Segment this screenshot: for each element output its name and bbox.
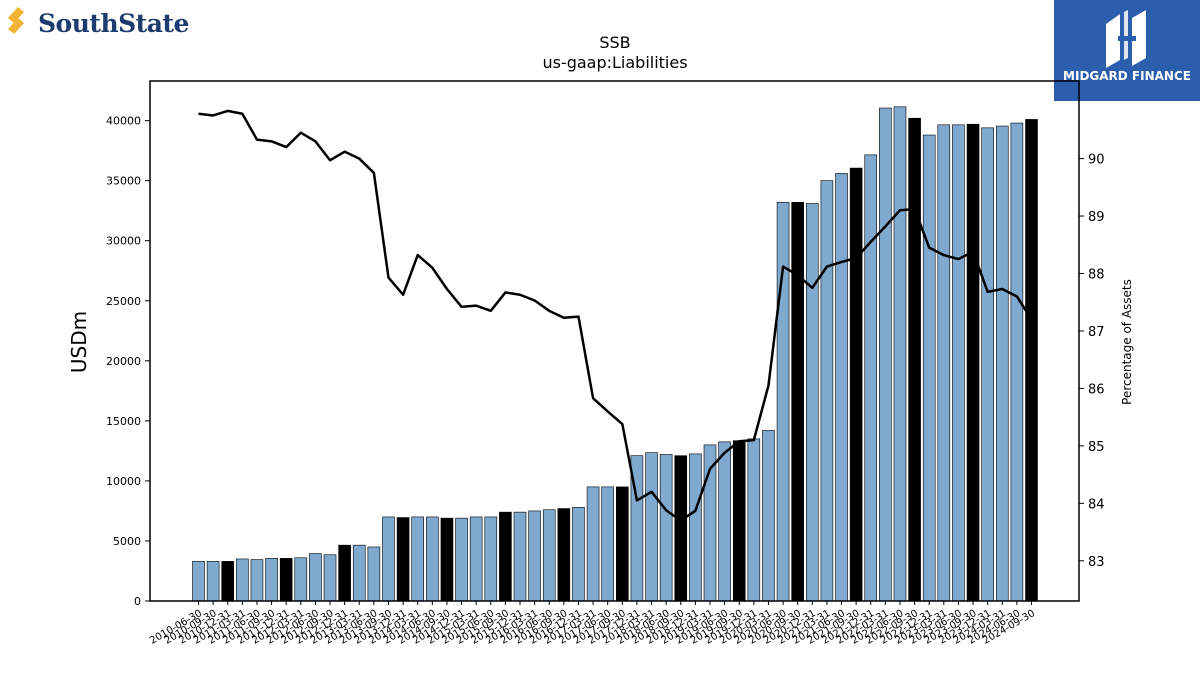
y2-tick-label: 87 — [1088, 325, 1105, 340]
plot-frame — [149, 80, 1080, 602]
bar-series — [192, 106, 1038, 602]
bar-2020-03-31 — [762, 430, 775, 602]
southstate-logo-text: SouthState — [38, 9, 189, 38]
bar-2023-06-30 — [952, 124, 965, 602]
bar-2018-06-30 — [659, 454, 673, 602]
bar-2015-12-31 — [513, 511, 527, 602]
bar-2024-03-31 — [995, 125, 1009, 602]
y2-tick-label: 89 — [1088, 210, 1105, 225]
bar-2020-09-30 — [791, 201, 804, 602]
y2-tick-label: 88 — [1088, 267, 1105, 282]
bar-2020-06-30 — [776, 201, 790, 602]
bar-2011-12-31 — [279, 558, 293, 602]
y-tick-label: 40000 — [106, 115, 141, 128]
bar-2014-06-30 — [426, 516, 439, 602]
bar-2017-06-30 — [601, 486, 614, 602]
bar-2022-12-31 — [922, 134, 936, 602]
bar-2013-03-31 — [352, 544, 366, 602]
bar-2023-03-31 — [937, 124, 951, 602]
bar-2010-12-31 — [221, 561, 235, 602]
bar-2011-06-30 — [250, 559, 264, 602]
bar-2015-09-30 — [499, 511, 512, 602]
bar-2016-12-31 — [572, 507, 585, 602]
bar-2013-09-30 — [382, 516, 395, 602]
bar-2021-06-30 — [835, 173, 848, 602]
bar-2010-06-30 — [192, 561, 205, 602]
y-tick-label: 25000 — [106, 295, 141, 308]
midgard-mark-icon — [1106, 10, 1146, 68]
bar-2019-12-31 — [747, 438, 761, 602]
y-tick-label: 35000 — [106, 175, 141, 188]
bar-2022-09-30 — [908, 117, 921, 602]
x-axis-ticks: 2010-06-302010-09-302010-12-312011-03-31… — [148, 601, 1037, 647]
bar-2013-06-30 — [367, 546, 381, 602]
bar-2016-06-30 — [542, 509, 556, 602]
y2-tick-label: 83 — [1088, 555, 1105, 570]
y-tick-label: 15000 — [106, 415, 141, 428]
bar-2019-06-30 — [718, 441, 731, 602]
bar-2012-12-31 — [338, 544, 351, 602]
y2-axis-label: Percentage of Assets — [1120, 279, 1134, 405]
bar-2021-12-31 — [864, 154, 878, 602]
bar-2014-09-30 — [440, 517, 454, 602]
southstate-mark-icon — [8, 7, 24, 34]
y2-tick-label: 86 — [1088, 382, 1105, 397]
bar-2018-03-31 — [645, 452, 658, 602]
bar-2023-12-31 — [981, 127, 994, 602]
y-tick-label: 30000 — [106, 235, 141, 248]
bar-2015-06-30 — [484, 516, 498, 602]
bar-2012-03-31 — [294, 557, 308, 602]
bar-2017-09-30 — [616, 486, 629, 602]
y2-axis-ticks: 83 84 85 86 87 88 89 90 — [1079, 153, 1105, 570]
y-tick-label: 0 — [134, 595, 141, 608]
y-axis-ticks: 0 5000 10000 15000 20000 25000 30000 35000 40000 — [106, 115, 150, 608]
y-tick-label: 10000 — [106, 475, 141, 488]
bar-2013-12-31 — [396, 517, 410, 602]
bar-2020-12-31 — [805, 203, 819, 602]
bar-2018-09-30 — [674, 455, 688, 602]
bar-2022-03-31 — [879, 107, 892, 602]
percentage-line — [198, 109, 1033, 522]
bar-2014-03-31 — [411, 516, 425, 602]
y-tick-label: 5000 — [113, 535, 141, 548]
bar-2014-12-31 — [455, 517, 468, 602]
bar-2016-03-31 — [528, 510, 541, 602]
bar-2024-09-30 — [1025, 119, 1038, 602]
bar-2012-06-30 — [309, 553, 322, 602]
bar-2022-06-30 — [893, 106, 907, 602]
midgard-logo-text: MIDGARD FINANCE — [1063, 69, 1191, 83]
bar-2012-09-30 — [323, 554, 337, 602]
bar-2010-09-30 — [206, 561, 220, 602]
chart-title: SSB — [599, 33, 630, 52]
y-tick-label: 20000 — [106, 355, 141, 368]
percentage-line-series — [198, 109, 1033, 522]
bar-2017-03-31 — [586, 486, 600, 602]
y2-tick-label: 90 — [1088, 153, 1105, 168]
y2-tick-label: 85 — [1088, 440, 1105, 455]
southstate-logo: SouthState — [4, 4, 204, 44]
bar-2016-09-30 — [557, 508, 571, 602]
chart-subtitle: us-gaap:Liabilities — [542, 53, 687, 72]
bar-2015-03-31 — [469, 516, 483, 602]
bar-2011-03-31 — [236, 558, 249, 602]
bar-2019-09-30 — [732, 440, 746, 602]
y-axis-label: USDm — [67, 311, 91, 373]
y2-tick-label: 84 — [1088, 497, 1105, 512]
bar-2024-06-30 — [1010, 122, 1024, 602]
bar-2021-09-30 — [849, 167, 863, 602]
bar-2018-12-31 — [689, 453, 702, 602]
bar-2021-03-31 — [820, 180, 834, 602]
bar-2011-09-30 — [265, 558, 278, 602]
bar-2023-09-30 — [966, 123, 980, 602]
